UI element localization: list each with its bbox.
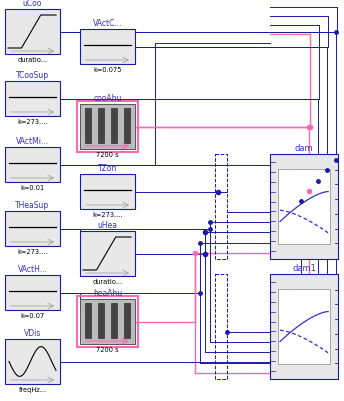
Bar (278, 170, 330, 244)
Text: TCooSup: TCooSup (16, 71, 49, 80)
Text: k=273....: k=273.... (92, 211, 123, 217)
Bar (111, 109, 117, 144)
Text: uCoo: uCoo (23, 0, 42, 8)
Bar (5, 211, 60, 246)
Text: duratio...: duratio... (93, 278, 122, 284)
Text: uHea: uHea (97, 221, 118, 229)
Text: VActC...: VActC... (93, 19, 122, 28)
Text: VActH...: VActH... (18, 264, 47, 273)
Bar (80, 30, 135, 65)
Text: cooAhu: cooAhu (93, 94, 122, 103)
Text: k=0.075: k=0.075 (93, 67, 122, 73)
Bar (85, 109, 92, 144)
Bar (215, 274, 227, 379)
Bar (278, 289, 330, 364)
Text: k=0.01: k=0.01 (20, 184, 45, 190)
Bar (123, 109, 130, 144)
Bar (5, 275, 60, 310)
Bar (123, 303, 130, 338)
Bar (98, 303, 104, 338)
Bar (270, 274, 338, 379)
Text: k=0.07: k=0.07 (20, 312, 45, 318)
Text: k=273....: k=273.... (17, 248, 48, 254)
Text: VActMi...: VActMi... (16, 137, 49, 146)
Bar (77, 296, 138, 347)
Bar (77, 102, 138, 153)
Bar (215, 155, 227, 259)
Text: heaAhu: heaAhu (93, 288, 122, 297)
Text: VDis: VDis (24, 328, 41, 337)
Text: duratio...: duratio... (18, 57, 47, 63)
Text: TZon: TZon (98, 164, 117, 172)
Text: 7200 s: 7200 s (96, 152, 119, 158)
Bar (5, 82, 60, 117)
Bar (98, 109, 104, 144)
Bar (80, 231, 135, 276)
Bar (5, 148, 60, 182)
Bar (270, 155, 338, 259)
Bar (80, 299, 135, 344)
Text: THeaSup: THeaSup (15, 200, 50, 209)
Bar (80, 105, 135, 150)
Bar (85, 303, 92, 338)
Text: 7200 s: 7200 s (96, 346, 119, 352)
Text: freqHz...: freqHz... (19, 386, 46, 392)
Bar (5, 339, 60, 384)
Bar (80, 174, 135, 209)
Bar (5, 10, 60, 55)
Bar (111, 303, 117, 338)
Text: dam1: dam1 (292, 263, 316, 272)
Text: k=273....: k=273.... (17, 119, 48, 125)
Text: dam: dam (295, 144, 313, 153)
